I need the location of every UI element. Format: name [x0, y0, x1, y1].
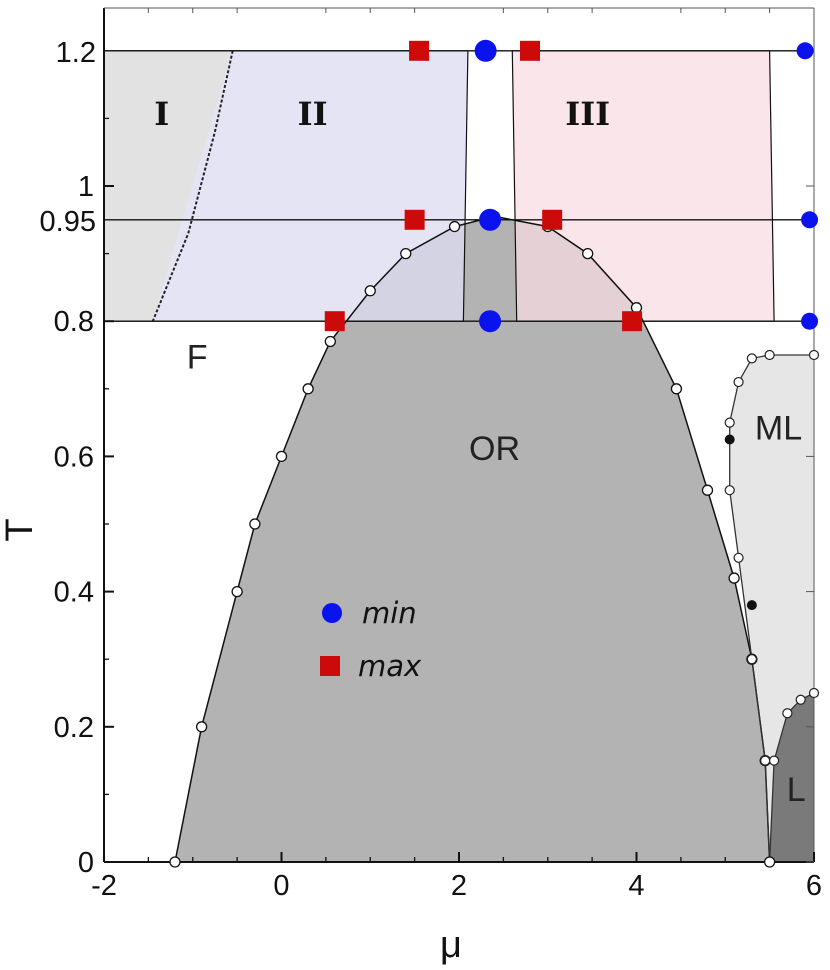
- point-min-1: [796, 42, 814, 60]
- region-label-l: L: [787, 771, 806, 809]
- region-iii-area: [512, 50, 775, 322]
- ml-boundary-point-4: [724, 417, 735, 428]
- legend-max-label: max: [358, 649, 422, 683]
- x-tick-label-0: -2: [91, 870, 117, 902]
- ml-boundary-point-7: [764, 349, 775, 361]
- x-tick-label-2: 2: [451, 870, 467, 902]
- triple-point-upper: [724, 434, 735, 445]
- point-min-0: [474, 39, 497, 62]
- ml-boundary-point-5: [733, 376, 744, 388]
- y-extra-label-0: 0.95: [40, 206, 96, 238]
- or-boundary-point-14: [670, 383, 683, 395]
- or-boundary-curve: [174, 215, 771, 863]
- y-tick-label-1: 0.2: [54, 712, 94, 744]
- or-region-area: [175, 216, 770, 862]
- l-boundary-point-0: [768, 755, 780, 766]
- region-label-ml: ML: [755, 410, 802, 448]
- or-boundary-point-12: [582, 247, 594, 260]
- or-boundary-point-4: [275, 450, 288, 463]
- marks-layer: [169, 39, 820, 868]
- y-axis-title: T: [0, 518, 41, 541]
- or-boundary-point-8: [400, 247, 412, 260]
- ml-boundary-curve: [729, 354, 814, 863]
- or-boundary-point-19: [763, 856, 776, 868]
- or-boundary-point-0: [169, 856, 181, 868]
- legend-max-marker: [320, 656, 340, 676]
- or-boundary-point-1: [195, 721, 208, 733]
- or-boundary-point-5: [302, 383, 314, 395]
- ml-boundary-point-0: [760, 755, 771, 766]
- or-boundary-point-16: [728, 572, 740, 584]
- y-extra-label-1: 1.2: [56, 37, 96, 69]
- legend-min-marker: [322, 603, 342, 623]
- region-label-f: F: [187, 339, 208, 377]
- l-boundary-point-1: [782, 708, 793, 719]
- region-label-i: I: [154, 95, 169, 133]
- region-label-ii: II: [298, 95, 328, 133]
- l-region-area: [769, 693, 814, 862]
- legend-min-label: min: [362, 596, 417, 630]
- legend: min max: [320, 596, 422, 683]
- y-tick-label-5: 1: [78, 171, 94, 203]
- point-min-4: [479, 310, 502, 333]
- triple-point-lower: [746, 600, 757, 611]
- or-boundary-point-13: [630, 302, 643, 314]
- ml-boundary-point-1: [746, 654, 757, 665]
- or-boundary-point-6: [324, 335, 336, 348]
- ml-boundary-point-2: [733, 552, 744, 563]
- region-label-or: OR: [469, 430, 520, 468]
- point-min-2: [479, 208, 502, 231]
- or-boundary-point-7: [364, 285, 376, 297]
- region-i-boundary: [151, 50, 234, 322]
- or-boundary-point-9: [448, 220, 461, 233]
- ml-boundary-point-6: [746, 353, 757, 364]
- or-boundary-point-15: [701, 484, 714, 496]
- point-max-2: [404, 209, 425, 230]
- or-boundary-point-2: [231, 585, 243, 598]
- x-axis-title: μ: [440, 924, 462, 966]
- region-i-area: [104, 50, 233, 322]
- point-min-5: [801, 312, 819, 330]
- point-min-3: [801, 211, 819, 229]
- y-tick-label-3: 0.6: [54, 441, 94, 473]
- region-ii-area: [152, 50, 468, 322]
- axes-layer: [103, 7, 815, 863]
- point-max-0: [409, 40, 430, 61]
- x-tick-label-1: 0: [273, 870, 289, 902]
- x-tick-label-3: 4: [628, 870, 644, 902]
- point-max-1: [520, 40, 540, 61]
- ml-boundary-point-3: [724, 485, 735, 496]
- y-tick-label-2: 0.4: [54, 577, 94, 609]
- point-max-3: [542, 209, 563, 230]
- y-tick-label-0: 0: [78, 847, 94, 879]
- region-label-iii: III: [565, 95, 610, 133]
- point-max-5: [622, 311, 643, 332]
- l-boundary-point-2: [795, 694, 806, 705]
- x-tick-label-4: 6: [806, 870, 822, 902]
- l-boundary-point-3: [808, 687, 820, 699]
- y-tick-label-4: 0.8: [54, 306, 94, 338]
- point-max-4: [324, 311, 345, 332]
- ml-boundary-point-8: [808, 349, 820, 361]
- regions-layer: [103, 50, 814, 862]
- or-boundary-point-3: [249, 518, 261, 530]
